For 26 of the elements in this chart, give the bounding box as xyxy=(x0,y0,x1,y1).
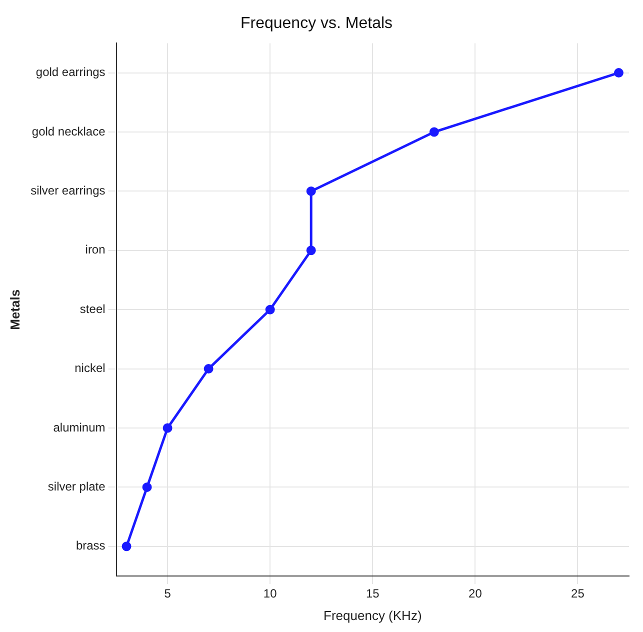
y-tick-label: iron xyxy=(85,242,106,257)
point xyxy=(614,68,624,78)
point xyxy=(204,364,214,374)
point xyxy=(142,482,152,492)
x-tick-label: 10 xyxy=(263,586,278,601)
x-tick-label: 25 xyxy=(571,586,585,601)
chart-title: Frequency vs. Metals xyxy=(240,15,393,32)
y-tick-label: aluminum xyxy=(53,420,106,434)
y-tick-label: silver earrings xyxy=(30,184,106,198)
y-tick-label: brass xyxy=(76,538,106,553)
y-tick-label: gold necklace xyxy=(32,124,106,138)
y-tick-label: gold earrings xyxy=(36,65,106,80)
x-tick-label: 20 xyxy=(468,586,482,601)
point xyxy=(162,423,172,433)
x-tick-label: 5 xyxy=(164,586,172,601)
x-tick-label: 15 xyxy=(366,586,380,601)
point xyxy=(306,246,316,256)
point xyxy=(122,542,132,552)
y-tick-label: steel xyxy=(80,302,106,316)
point xyxy=(429,127,439,137)
y-tick-label: nickel xyxy=(74,361,106,376)
point xyxy=(306,186,316,196)
y-axis-title: Metals xyxy=(7,289,22,330)
x-axis-title: Frequency (KHz) xyxy=(324,608,422,623)
point xyxy=(265,304,275,314)
y-tick-label: silver plate xyxy=(48,480,106,494)
